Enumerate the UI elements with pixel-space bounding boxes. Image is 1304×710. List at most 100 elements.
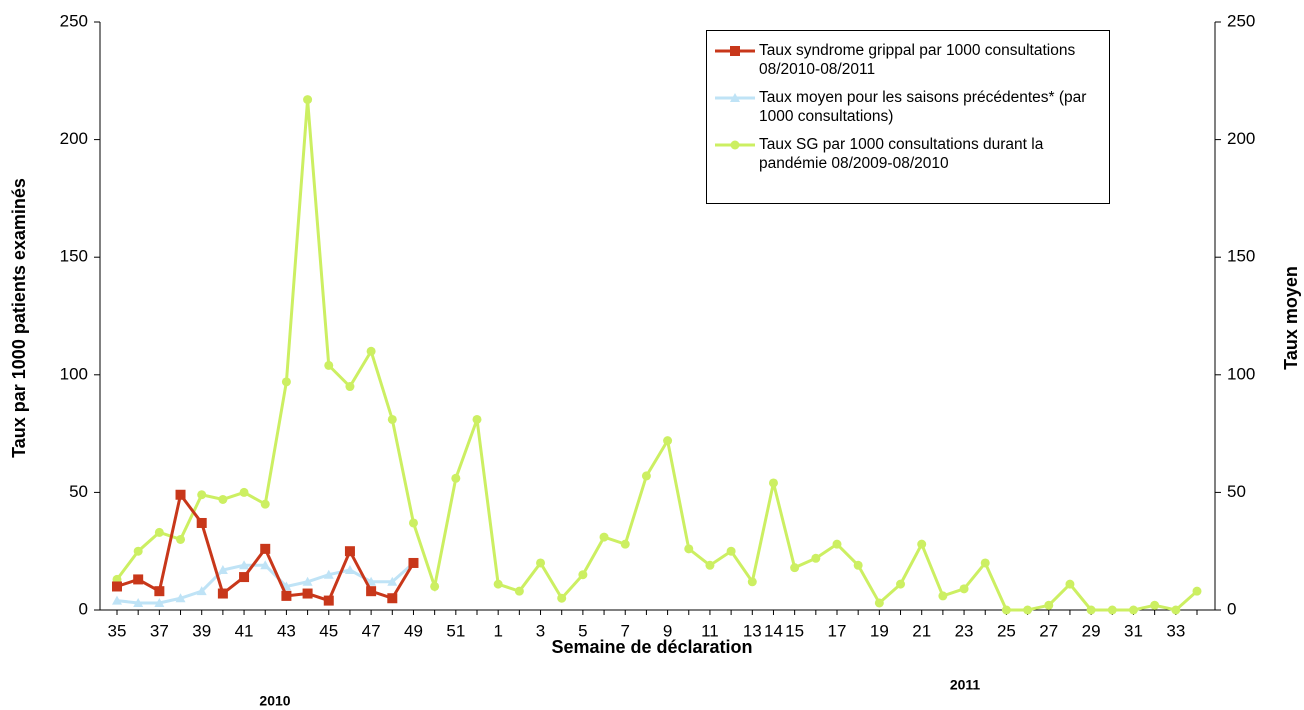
x-tick-label: 47 (362, 621, 381, 640)
data-point (557, 593, 567, 603)
data-point (323, 569, 334, 579)
x-tick-label: 49 (404, 621, 423, 640)
data-point (196, 586, 207, 596)
data-point (1128, 605, 1138, 615)
data-point (726, 546, 736, 556)
x-tick-label: 23 (955, 621, 974, 640)
y2-axis-title: Taux moyen (1281, 266, 1301, 370)
legend-item: Taux SG par 1000 consultations durant la… (715, 135, 1101, 173)
legend-marker (730, 93, 740, 102)
y-tick-label: 250 (60, 11, 88, 30)
data-point (1001, 605, 1011, 615)
data-point (281, 590, 292, 601)
legend-swatch (715, 93, 755, 102)
legend-label: Taux moyen pour les saisons précédentes*… (759, 89, 1087, 125)
legend: Taux syndrome grippal par 1000 consultat… (706, 30, 1110, 204)
x-tick-label: 5 (578, 621, 587, 640)
y-axis-title: Taux par 1000 patients examinés (9, 178, 29, 458)
legend-marker (730, 46, 740, 56)
data-point (344, 546, 355, 557)
data-point (303, 95, 313, 105)
annotation: 2010 (259, 693, 290, 709)
data-point (938, 591, 948, 601)
data-point (197, 490, 207, 500)
data-point (1023, 605, 1033, 615)
data-point (493, 579, 503, 589)
x-tick-label: 43 (277, 621, 296, 640)
data-point (196, 517, 207, 528)
x-tick-label: 1 (493, 621, 502, 640)
data-point (260, 543, 271, 554)
data-point (472, 414, 482, 424)
x-tick-label: 21 (912, 621, 931, 640)
y2-tick-label: 200 (1227, 129, 1255, 148)
data-point (302, 576, 313, 586)
data-point (260, 560, 271, 570)
data-point (536, 558, 546, 568)
data-point (811, 553, 821, 563)
legend-label: Taux syndrome grippal par 1000 consultat… (759, 42, 1076, 78)
data-point (366, 346, 376, 356)
legend-swatch (715, 46, 755, 56)
y2-tick-label: 150 (1227, 247, 1255, 266)
x-tick-label: 7 (621, 621, 630, 640)
y-tick-label: 50 (69, 482, 88, 501)
data-point (451, 473, 461, 483)
legend-label: Taux SG par 1000 consultations durant la… (759, 136, 1044, 172)
data-point (959, 584, 969, 594)
data-point (641, 471, 651, 481)
data-point (684, 544, 694, 554)
data-point (1044, 600, 1054, 610)
data-point (768, 478, 778, 488)
y-tick-label: 0 (79, 599, 88, 618)
y-tick-label: 150 (60, 247, 88, 266)
data-point (620, 539, 630, 549)
data-point (324, 360, 334, 370)
x-tick-label: 45 (319, 621, 338, 640)
y2-tick-label: 100 (1227, 364, 1255, 383)
annotation: 2011 (950, 677, 981, 693)
x-tick-label: 33 (1166, 621, 1185, 640)
x-tick-label: 19 (870, 621, 889, 640)
data-point (154, 527, 164, 537)
data-point (705, 560, 715, 570)
legend-marker (730, 140, 740, 150)
data-point (218, 494, 228, 504)
data-point (175, 593, 186, 603)
data-point (514, 586, 524, 596)
data-point (853, 560, 863, 570)
x-tick-label: 3 (536, 621, 545, 640)
data-point (663, 436, 673, 446)
data-point (154, 586, 165, 597)
data-point (1192, 586, 1202, 596)
data-point (1150, 600, 1160, 610)
x-tick-label: 14 (764, 621, 783, 640)
data-point (917, 539, 927, 549)
x-tick-label: 25 (997, 621, 1016, 640)
x-tick-label: 9 (663, 621, 672, 640)
data-point (133, 574, 144, 585)
data-point (323, 595, 334, 606)
data-point (133, 546, 143, 556)
y-tick-label: 200 (60, 129, 88, 148)
series-line (115, 99, 1198, 612)
x-axis-title: Semaine de déclaration (551, 637, 752, 657)
data-point (344, 565, 355, 575)
data-point (154, 597, 165, 607)
x-tick-label: 15 (785, 621, 804, 640)
data-point (133, 597, 144, 607)
x-tick-label: 27 (1039, 621, 1058, 640)
x-tick-label: 29 (1082, 621, 1101, 640)
x-tick-label: 17 (828, 621, 847, 640)
data-point (747, 577, 757, 587)
data-point (790, 563, 800, 573)
data-point (832, 539, 842, 549)
data-point (112, 581, 122, 592)
x-tick-label: 11 (701, 621, 719, 640)
x-tick-label: 13 (743, 621, 762, 640)
data-point (281, 377, 291, 387)
data-point (112, 595, 122, 605)
data-point (408, 518, 418, 528)
